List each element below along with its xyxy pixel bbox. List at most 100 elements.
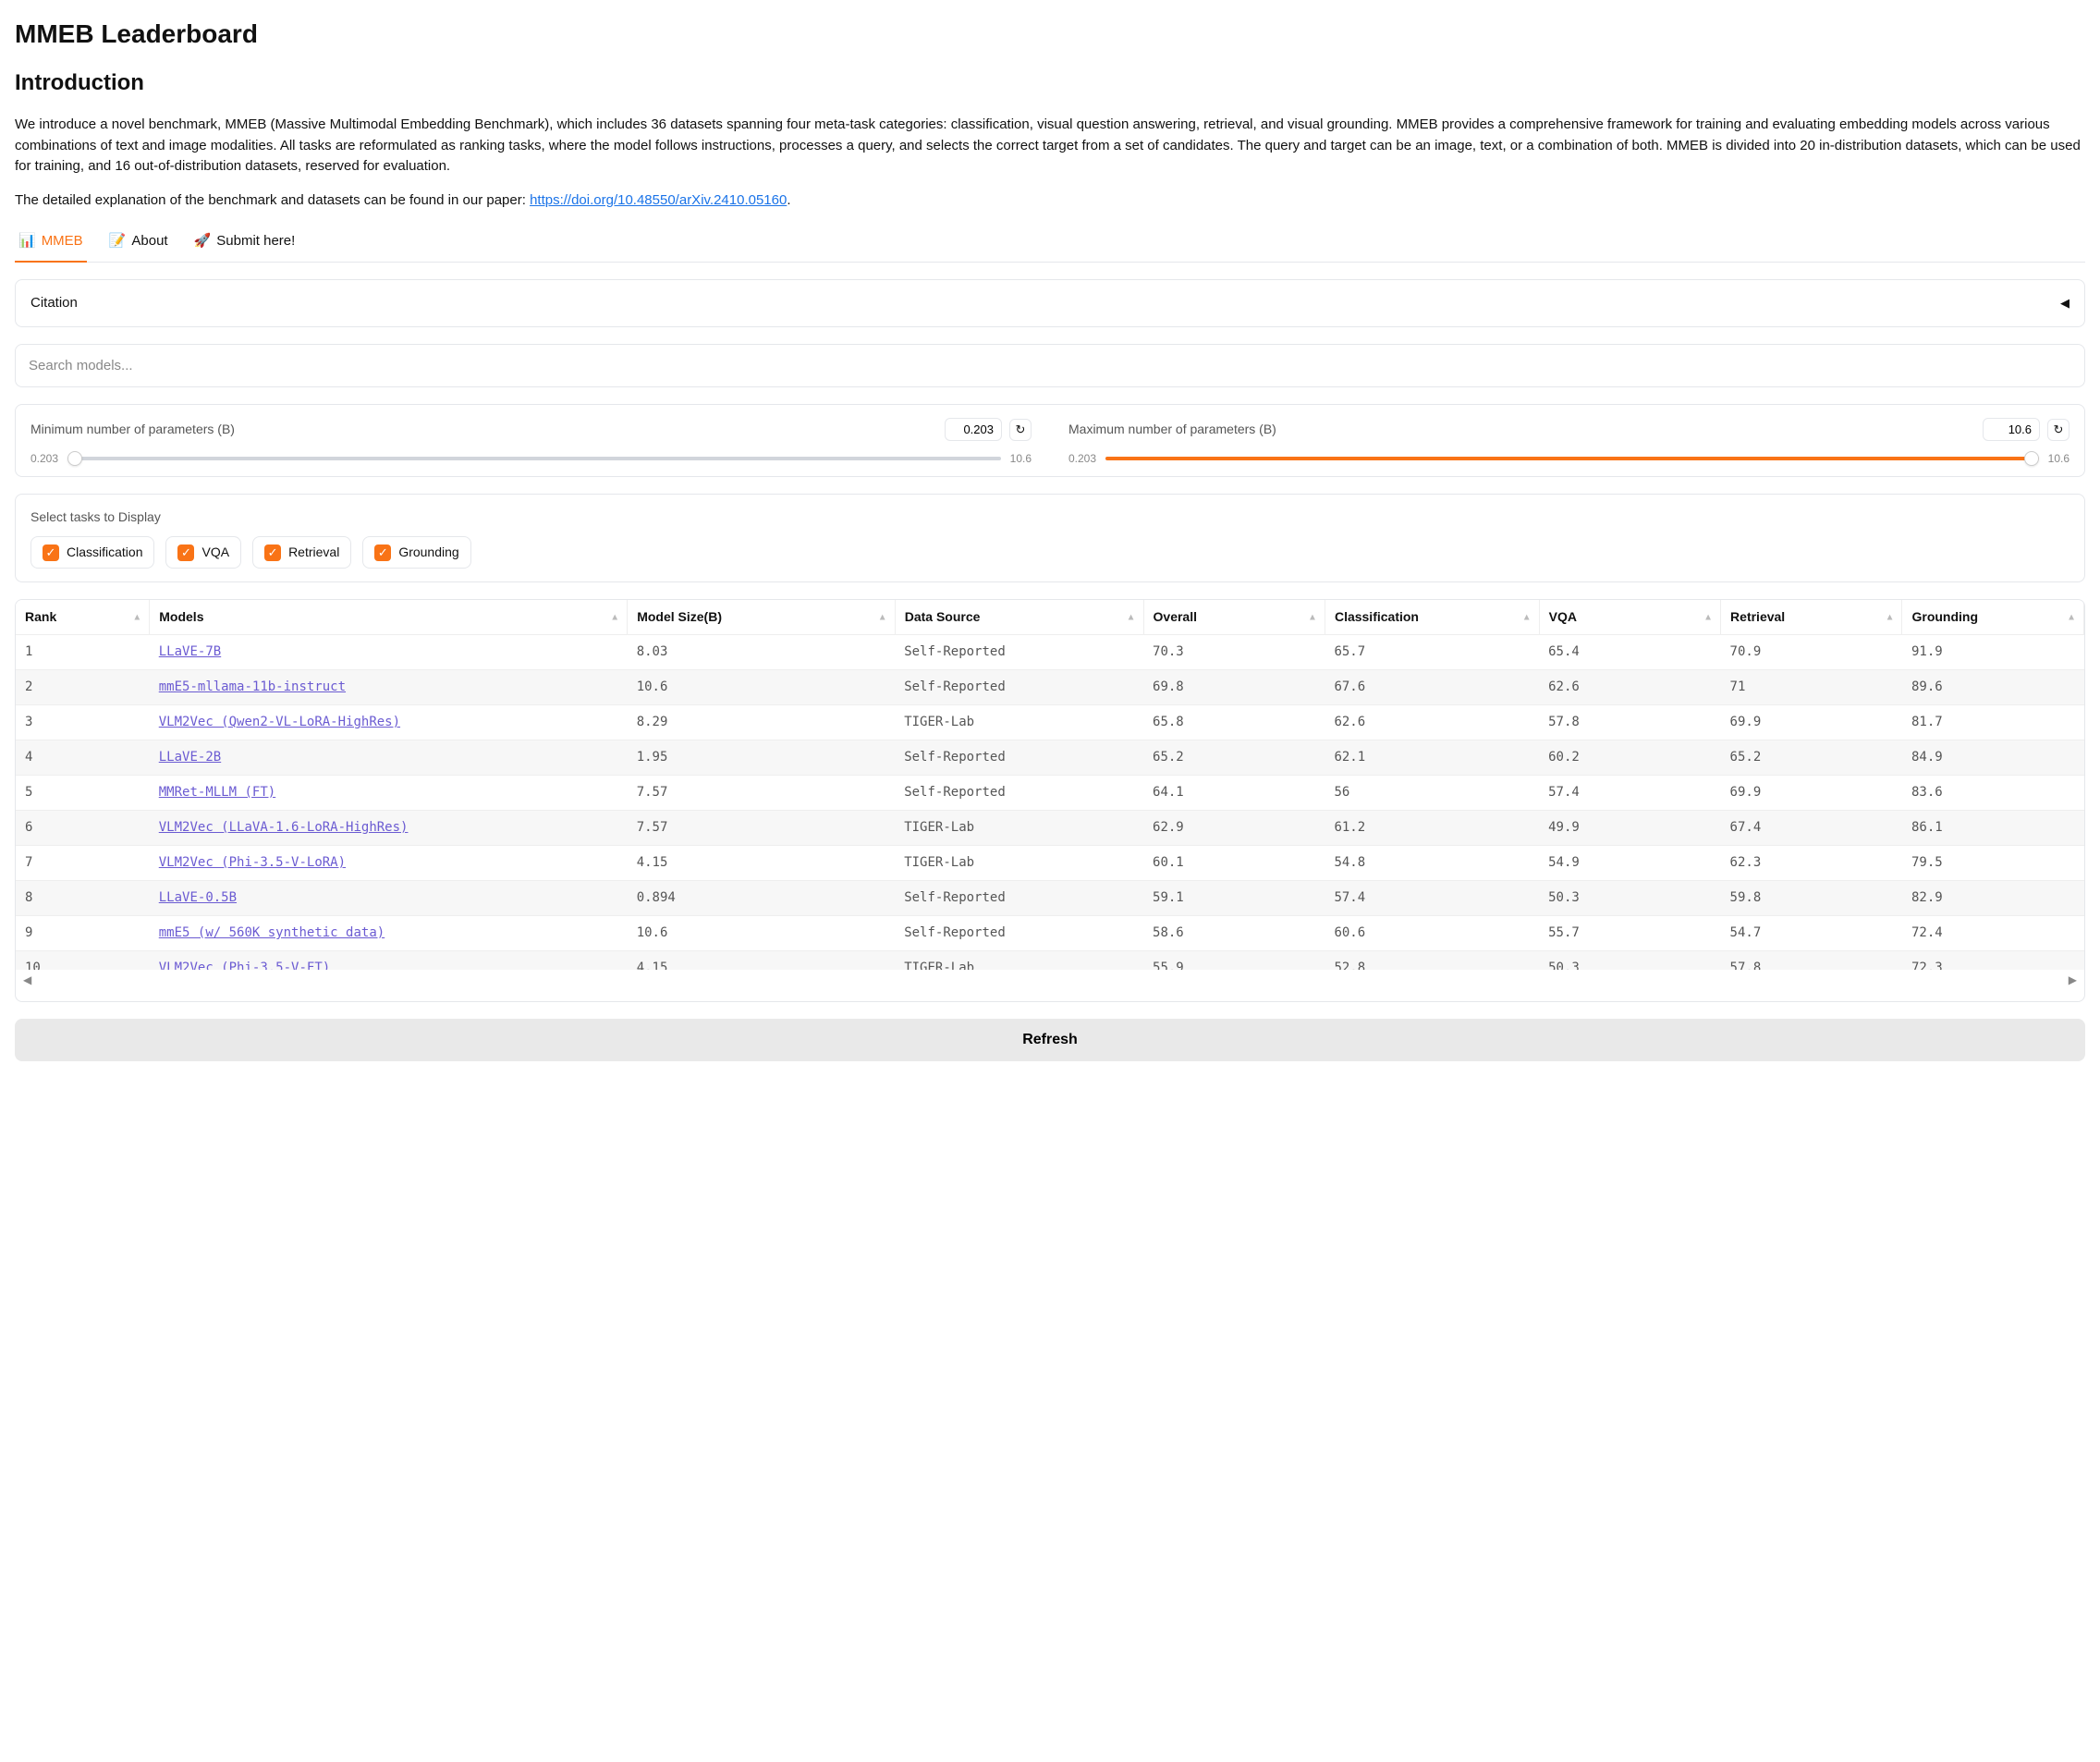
model-link[interactable]: mmE5-mllama-11b-instruct <box>159 679 346 694</box>
table-cell: VLM2Vec (LLaVA-1.6-LoRA-HighRes) <box>150 811 628 846</box>
table-header-row: Rank▲Models▲Model Size(B)▲Data Source▲Ov… <box>16 600 2084 635</box>
table-cell: 52.8 <box>1325 951 1539 971</box>
table-scroll[interactable]: Rank▲Models▲Model Size(B)▲Data Source▲Ov… <box>16 600 2084 970</box>
model-link[interactable]: mmE5 (w/ 560K synthetic data) <box>159 925 385 940</box>
table-cell: 82.9 <box>1902 881 2084 916</box>
model-link[interactable]: MMRet-MLLM (FT) <box>159 785 275 800</box>
min-slider-right-label: 10.6 <box>1010 450 1032 467</box>
max-slider-left-label: 0.203 <box>1068 450 1096 467</box>
task-chip-retrieval[interactable]: ✓Retrieval <box>252 536 351 569</box>
sort-asc-icon: ▲ <box>610 610 619 624</box>
max-param-input[interactable] <box>1983 418 2040 441</box>
min-param-slider[interactable] <box>67 457 1001 460</box>
table-cell: 89.6 <box>1902 670 2084 705</box>
min-param-input[interactable] <box>945 418 1002 441</box>
column-header-label: Classification <box>1335 609 1419 624</box>
tab-submit-here-[interactable]: 🚀Submit here! <box>194 224 296 262</box>
task-chip-vqa[interactable]: ✓VQA <box>165 536 241 569</box>
column-header-data-source[interactable]: Data Source▲ <box>895 600 1143 635</box>
scroll-right-icon[interactable]: ▶ <box>2069 972 2077 988</box>
checkbox-checked-icon: ✓ <box>374 545 391 561</box>
column-header-label: Data Source <box>905 609 981 624</box>
table-row: 9mmE5 (w/ 560K synthetic data)10.6Self-R… <box>16 916 2084 951</box>
citation-accordion[interactable]: Citation ◀ <box>15 279 2085 328</box>
table-cell: VLM2Vec (Qwen2-VL-LoRA-HighRes) <box>150 705 628 740</box>
citation-label: Citation <box>31 293 78 314</box>
column-header-models[interactable]: Models▲ <box>150 600 628 635</box>
tabs: 📊MMEB 📝About 🚀Submit here! <box>15 224 2085 263</box>
column-header-classification[interactable]: Classification▲ <box>1325 600 1539 635</box>
table-cell: 65.8 <box>1143 705 1325 740</box>
model-link[interactable]: LLaVE-0.5B <box>159 890 237 905</box>
model-link[interactable]: VLM2Vec (Qwen2-VL-LoRA-HighRes) <box>159 715 400 729</box>
table-cell: Self-Reported <box>895 670 1143 705</box>
table-cell: TIGER-Lab <box>895 811 1143 846</box>
table-cell: 57.4 <box>1539 776 1720 811</box>
search-input[interactable] <box>21 349 2079 383</box>
table-cell: 60.1 <box>1143 846 1325 881</box>
reset-min-icon[interactable]: ↻ <box>1009 419 1032 441</box>
table-cell: LLaVE-2B <box>150 740 628 776</box>
column-header-grounding[interactable]: Grounding▲ <box>1902 600 2084 635</box>
tab-icon: 📊 <box>18 231 36 252</box>
table-cell: 49.9 <box>1539 811 1720 846</box>
intro-p2-suffix: . <box>787 192 790 208</box>
scroll-left-icon[interactable]: ◀ <box>23 972 31 988</box>
table-cell: 50.3 <box>1539 951 1720 971</box>
column-header-model-size-b-[interactable]: Model Size(B)▲ <box>628 600 896 635</box>
table-cell: 5 <box>16 776 150 811</box>
model-link[interactable]: LLaVE-2B <box>159 750 221 765</box>
table-cell: 84.9 <box>1902 740 2084 776</box>
table-row: 7VLM2Vec (Phi-3.5-V-LoRA)4.15TIGER-Lab60… <box>16 846 2084 881</box>
model-link[interactable]: VLM2Vec (LLaVA-1.6-LoRA-HighRes) <box>159 820 409 835</box>
column-header-overall[interactable]: Overall▲ <box>1143 600 1325 635</box>
params-panel: Minimum number of parameters (B) ↻ 0.203… <box>15 404 2085 477</box>
min-param-col: Minimum number of parameters (B) ↻ 0.203… <box>31 418 1032 467</box>
max-param-slider[interactable] <box>1105 457 2039 460</box>
table-cell: Self-Reported <box>895 916 1143 951</box>
table-cell: 67.6 <box>1325 670 1539 705</box>
table-cell: 7 <box>16 846 150 881</box>
column-header-vqa[interactable]: VQA▲ <box>1539 600 1720 635</box>
task-chip-classification[interactable]: ✓Classification <box>31 536 154 569</box>
table-cell: 4.15 <box>628 846 896 881</box>
table-cell: 2 <box>16 670 150 705</box>
table-cell: 60.2 <box>1539 740 1720 776</box>
model-link[interactable]: VLM2Vec (Phi-3.5-V-FT) <box>159 961 330 970</box>
table-cell: LLaVE-7B <box>150 635 628 670</box>
table-cell: LLaVE-0.5B <box>150 881 628 916</box>
column-header-retrieval[interactable]: Retrieval▲ <box>1721 600 1902 635</box>
reset-max-icon[interactable]: ↻ <box>2047 419 2069 441</box>
column-header-rank[interactable]: Rank▲ <box>16 600 150 635</box>
table-row: 3VLM2Vec (Qwen2-VL-LoRA-HighRes)8.29TIGE… <box>16 705 2084 740</box>
tab-icon: 📝 <box>109 231 127 252</box>
page-title: MMEB Leaderboard <box>15 15 2085 54</box>
tab-mmeb[interactable]: 📊MMEB <box>18 224 83 262</box>
table-cell: 54.7 <box>1721 916 1902 951</box>
table-cell: 1.95 <box>628 740 896 776</box>
min-param-label: Minimum number of parameters (B) <box>31 420 235 439</box>
table-cell: 0.894 <box>628 881 896 916</box>
table-row: 1LLaVE-7B8.03Self-Reported70.365.765.470… <box>16 635 2084 670</box>
table-cell: 54.9 <box>1539 846 1720 881</box>
table-cell: 3 <box>16 705 150 740</box>
paper-link[interactable]: https://doi.org/10.48550/arXiv.2410.0516… <box>530 192 787 208</box>
chevron-left-icon: ◀ <box>2060 294 2069 312</box>
model-link[interactable]: LLaVE-7B <box>159 644 221 659</box>
table-cell: Self-Reported <box>895 881 1143 916</box>
table-cell: 70.3 <box>1143 635 1325 670</box>
model-link[interactable]: VLM2Vec (Phi-3.5-V-LoRA) <box>159 855 346 870</box>
task-chip-grounding[interactable]: ✓Grounding <box>362 536 470 569</box>
table-cell: Self-Reported <box>895 776 1143 811</box>
intro-p2-prefix: The detailed explanation of the benchmar… <box>15 192 530 208</box>
tab-about[interactable]: 📝About <box>109 224 168 262</box>
table-cell: mmE5 (w/ 560K synthetic data) <box>150 916 628 951</box>
table-cell: VLM2Vec (Phi-3.5-V-FT) <box>150 951 628 971</box>
table-cell: 10.6 <box>628 670 896 705</box>
leaderboard-table-wrap: Rank▲Models▲Model Size(B)▲Data Source▲Ov… <box>15 599 2085 1002</box>
max-param-col: Maximum number of parameters (B) ↻ 0.203… <box>1068 418 2069 467</box>
table-cell: 9 <box>16 916 150 951</box>
refresh-button[interactable]: Refresh <box>15 1019 2085 1061</box>
table-cell: 58.6 <box>1143 916 1325 951</box>
table-row: 4LLaVE-2B1.95Self-Reported65.262.160.265… <box>16 740 2084 776</box>
